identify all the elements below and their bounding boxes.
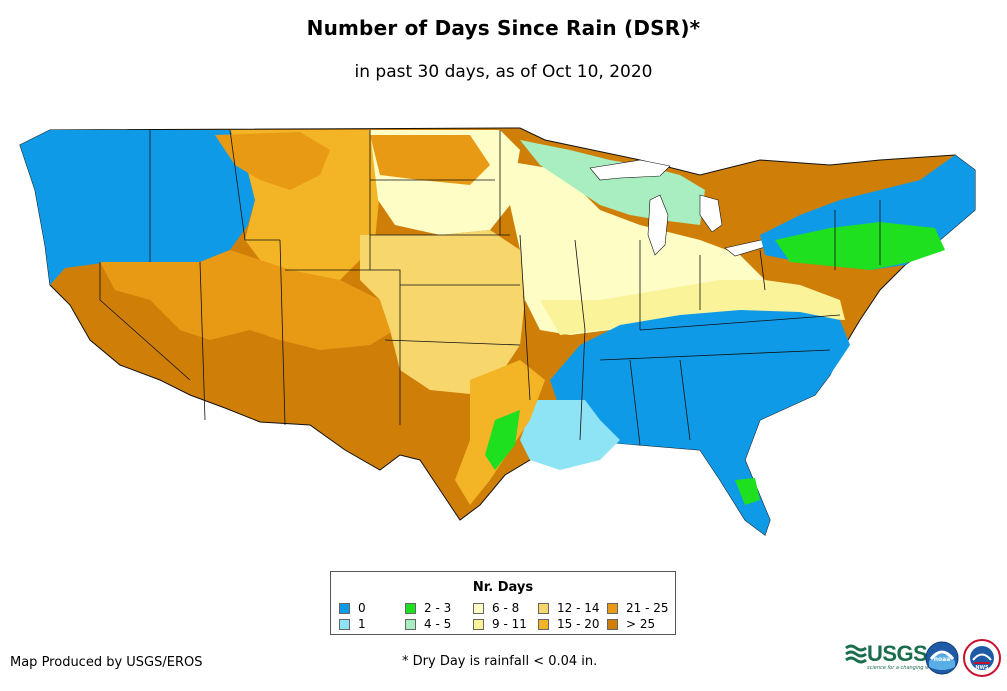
legend-item: 9 - 11 — [473, 617, 527, 631]
usgs-wave-icon — [845, 644, 867, 664]
legend-item: 6 - 8 — [473, 601, 519, 615]
legend-title: Nr. Days — [472, 580, 534, 595]
legend-item: 15 - 20 — [538, 617, 600, 631]
legend-label: 21 - 25 — [626, 601, 669, 615]
legend-item: 0 — [339, 601, 366, 615]
legend-item: 2 - 3 — [405, 601, 451, 615]
usgs-wordmark: USGS — [867, 641, 928, 666]
nws-wordmark: NWS — [975, 665, 989, 671]
region-east-texas-green — [485, 410, 520, 470]
region-pacific-northwest — [20, 130, 255, 285]
legend-label: 15 - 20 — [557, 617, 600, 631]
legend-item: 1 — [339, 617, 366, 631]
legend-swatch — [339, 618, 350, 630]
legend-label: 2 - 3 — [424, 601, 452, 615]
region-southeast — [550, 310, 850, 535]
legend-label: 4 - 5 — [424, 617, 452, 631]
region-louisiana — [520, 400, 620, 470]
legend-swatch — [405, 602, 416, 614]
legend-label: 12 - 14 — [557, 601, 600, 615]
legend-item: > 25 — [607, 617, 655, 631]
nws-logo-icon: NWS — [963, 639, 1001, 677]
lake-michigan — [647, 194, 669, 256]
region-florida-wet — [735, 478, 760, 505]
state-boundaries — [99, 129, 881, 446]
noaa-wordmark: noaa — [934, 656, 951, 663]
legend-swatch — [607, 602, 618, 614]
legend-swatch — [473, 618, 484, 630]
legend-swatch — [607, 618, 618, 630]
legend-label: > 25 — [626, 617, 656, 631]
legend: Nr. Days 0 1 2 - 3 4 - 5 6 - 8 9 - 11 12… — [330, 571, 676, 635]
lake-huron — [699, 194, 723, 233]
legend-swatch — [538, 618, 549, 630]
dry-day-footnote: * Dry Day is rainfall < 0.04 in. — [402, 654, 598, 669]
legend-item: 4 - 5 — [405, 617, 451, 631]
noaa-logo-icon: noaa — [925, 641, 959, 675]
legend-swatch — [473, 602, 484, 614]
region-ny-new-england — [775, 222, 945, 270]
legend-item: 12 - 14 — [538, 601, 600, 615]
legend-item: 21 - 25 — [607, 601, 669, 615]
legend-label: 6 - 8 — [492, 601, 520, 615]
map-credit: Map Produced by USGS/EROS — [10, 655, 203, 670]
region-great-basin-fringe — [100, 250, 395, 350]
map-subtitle: in past 30 days, as of Oct 10, 2020 — [354, 62, 653, 82]
legend-label: 1 — [358, 617, 366, 631]
conus-dsr-map — [19, 127, 976, 536]
region-central-plains — [360, 230, 525, 395]
lake-superior — [589, 159, 671, 181]
region-montana-dry — [215, 132, 330, 190]
map-title: Number of Days Since Rain (DSR)* — [306, 16, 701, 40]
region-dakotas-dry — [370, 135, 490, 185]
usgs-logo: USGS science for a changing world — [845, 641, 939, 671]
legend-swatch — [405, 618, 416, 630]
legend-label: 9 - 11 — [492, 617, 527, 631]
legend-swatch — [339, 602, 350, 614]
region-ohio-valley — [540, 280, 845, 335]
legend-label: 0 — [358, 601, 366, 615]
legend-swatch — [538, 602, 549, 614]
usgs-tagline: science for a changing world — [867, 665, 939, 671]
